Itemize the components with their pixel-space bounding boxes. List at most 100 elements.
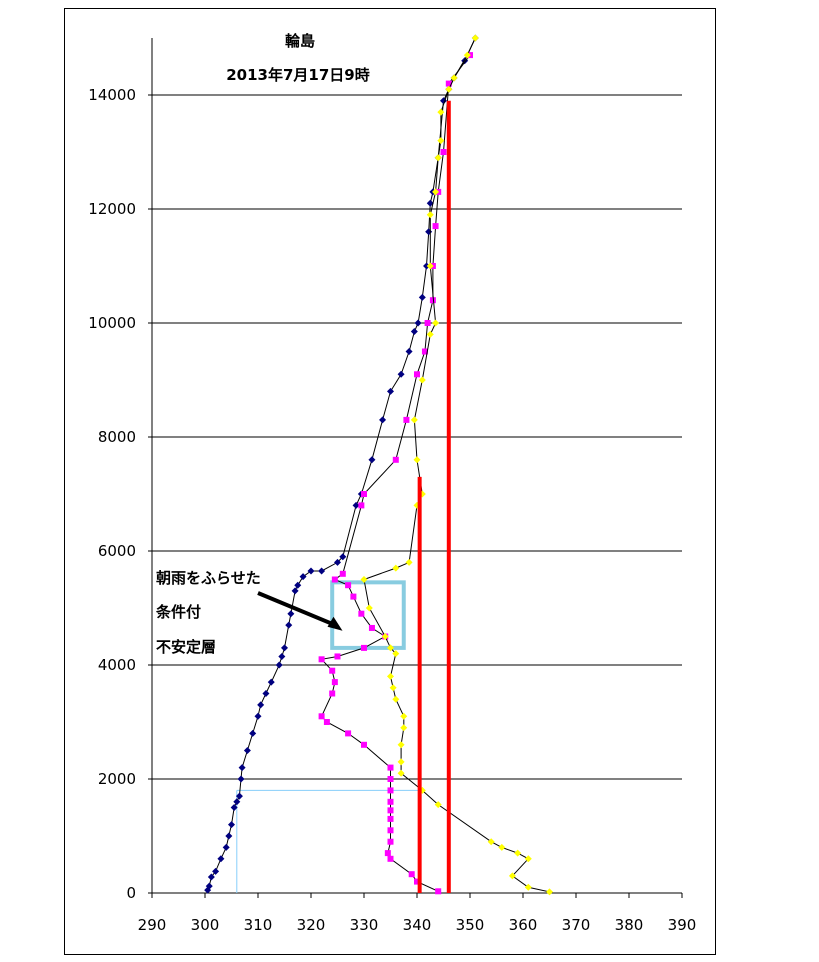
data-point: [212, 867, 220, 875]
data-point: [294, 581, 302, 589]
highlight-box-layer: [330, 580, 406, 650]
data-point: [345, 582, 352, 589]
data-point: [307, 567, 315, 575]
data-point: [205, 882, 213, 890]
y-tick-label: 14000: [88, 86, 136, 104]
chart-subtitle: 2013年7月17日9時: [226, 66, 370, 84]
data-point: [423, 262, 431, 270]
series-layer: [204, 34, 553, 896]
axes: 0 2000 4000 6000 8000 10000 12000 14000 290 300 31…: [88, 38, 696, 934]
data-point: [318, 567, 326, 575]
data-point: [379, 416, 387, 424]
data-point: [445, 80, 452, 87]
data-point: [389, 684, 397, 692]
data-point: [387, 787, 394, 794]
data-point: [368, 456, 376, 464]
data-point: [424, 320, 431, 326]
data-point: [405, 348, 413, 355]
data-point: [381, 633, 389, 640]
data-point: [463, 51, 471, 59]
data-point: [233, 798, 241, 806]
data-point: [435, 888, 442, 895]
data-point: [368, 624, 375, 631]
data-point: [426, 211, 434, 219]
annotation-line: 朝雨をふらせた: [156, 569, 261, 587]
data-point: [318, 656, 325, 663]
data-point: [392, 650, 400, 658]
data-point: [413, 456, 421, 464]
data-point: [387, 776, 394, 782]
x-tick-label: 390: [668, 916, 697, 934]
data-point: [225, 832, 233, 840]
data-point: [257, 701, 265, 709]
data-point: [434, 801, 442, 809]
data-point: [414, 371, 420, 378]
data-point: [360, 576, 368, 583]
data-point: [352, 501, 360, 509]
x-tick-label: 310: [244, 916, 273, 934]
data-point: [487, 838, 495, 846]
data-point: [445, 85, 453, 93]
data-point: [387, 387, 394, 395]
data-point: [387, 764, 394, 771]
data-point: [440, 149, 447, 155]
data-point: [238, 764, 246, 772]
data-point: [429, 297, 436, 304]
data-point: [498, 843, 506, 851]
data-point: [524, 883, 532, 891]
data-point: [432, 223, 439, 230]
annotation-line: 不安定層: [156, 638, 216, 656]
data-point: [387, 807, 394, 814]
annotation-line: 条件付: [155, 603, 201, 621]
data-point: [524, 855, 532, 863]
data-point: [345, 730, 352, 737]
data-point: [514, 849, 522, 857]
data-point: [414, 319, 422, 327]
x-tick-label: 360: [509, 916, 538, 934]
data-point: [230, 804, 238, 811]
data-point: [287, 610, 295, 618]
data-point: [350, 593, 357, 600]
data-point: [361, 644, 367, 651]
data-point: [361, 491, 367, 497]
data-point: [222, 843, 230, 851]
data-point: [392, 564, 400, 572]
data-point: [387, 838, 394, 845]
data-point: [410, 416, 418, 424]
x-tick-label: 300: [191, 916, 220, 934]
data-point: [418, 376, 426, 384]
x-tick-label: 330: [350, 916, 379, 934]
y-tick-label: 12000: [88, 200, 136, 218]
chart-title: 輪島: [285, 32, 315, 50]
data-point: [334, 653, 341, 660]
y-tick-label: 2000: [98, 770, 136, 788]
data-point: [387, 644, 394, 652]
data-point: [426, 330, 434, 338]
x-tick-label: 320: [297, 916, 326, 934]
data-point: [318, 713, 325, 720]
data-point: [207, 873, 215, 881]
data-point: [387, 827, 394, 834]
data-point: [508, 872, 516, 880]
data-point: [387, 672, 394, 680]
highlight-box: [330, 580, 406, 650]
data-point: [410, 328, 418, 336]
data-point: [262, 690, 270, 697]
data-point: [291, 587, 299, 595]
data-point: [217, 855, 225, 863]
data-point: [437, 137, 445, 145]
data-point: [331, 576, 338, 583]
data-point: [267, 678, 275, 686]
y-tick-label: 8000: [98, 428, 136, 446]
data-point: [365, 604, 373, 612]
data-point: [426, 199, 434, 207]
data-point: [249, 729, 257, 737]
data-point: [546, 888, 553, 896]
data-point: [285, 621, 293, 629]
data-point: [414, 878, 420, 885]
data-point: [243, 747, 251, 754]
data-point: [432, 188, 440, 196]
data-point: [299, 573, 307, 581]
data-point: [392, 456, 399, 463]
